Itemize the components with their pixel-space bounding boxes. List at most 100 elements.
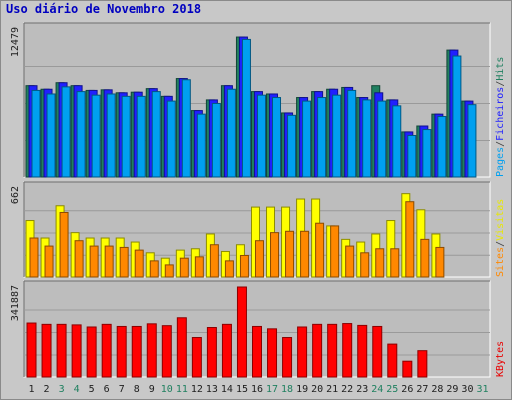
- bar-sites-day-13: [209, 244, 219, 278]
- x-tick-label: 25: [386, 384, 398, 395]
- legend-entry: Hits: [495, 57, 506, 81]
- bar-kbytes-day-1: [26, 322, 37, 378]
- bar-sites-day-20: [315, 222, 325, 278]
- bar-pages-day-13: [211, 102, 221, 178]
- x-tick-label: 18: [281, 384, 293, 395]
- bar-kbytes-day-26: [402, 360, 413, 378]
- bar-pages-day-5: [91, 94, 101, 178]
- bar-kbytes-day-11: [176, 317, 187, 378]
- bar-pages-day-20: [317, 97, 327, 178]
- bar-sites-day-8: [134, 249, 144, 278]
- panel-mid: 662 Sites/Visitas: [10, 181, 506, 278]
- bar-kbytes-day-15: [236, 286, 247, 378]
- y-max-label: 341887: [10, 285, 21, 321]
- x-tick-label: 15: [236, 384, 248, 395]
- x-tick-label: 12: [191, 384, 203, 395]
- bar-kbytes-day-25: [387, 343, 398, 378]
- bar-sites-day-12: [194, 256, 204, 278]
- bar-sites-day-19: [300, 230, 310, 278]
- x-tick-label: 23: [356, 384, 368, 395]
- y-max-label: 12479: [10, 27, 21, 57]
- bar-kbytes-day-20: [312, 323, 323, 378]
- bar-kbytes-day-23: [357, 324, 368, 378]
- legend-entry: Pages: [495, 147, 506, 177]
- legend-entry: Sites: [495, 247, 506, 277]
- bar-pages-day-15: [241, 38, 251, 178]
- bar-kbytes-day-16: [252, 325, 262, 378]
- bar-sites-day-4: [74, 240, 84, 278]
- bar-sites-day-18: [285, 230, 295, 278]
- bar-kbytes-day-18: [282, 337, 293, 378]
- bar-pages-day-17: [272, 97, 282, 178]
- bar-sites-day-22: [345, 245, 355, 278]
- x-tick-label: 5: [89, 384, 95, 395]
- bar-sites-day-14: [224, 260, 234, 278]
- bar-kbytes-day-13: [206, 327, 217, 378]
- bar-pages-day-1: [31, 89, 41, 178]
- legend-entry: /: [495, 81, 506, 87]
- bar-pages-day-2: [46, 93, 56, 178]
- bar-kbytes-day-12: [191, 337, 202, 378]
- bar-sites-day-2: [44, 245, 54, 278]
- bar-sites-day-24: [375, 248, 385, 278]
- legend-entry: Visitas: [495, 199, 506, 241]
- legend-entry: KBytes: [495, 341, 506, 377]
- bar-kbytes-day-14: [221, 323, 232, 378]
- bar-sites-day-9: [149, 260, 159, 278]
- chart-title: Uso diário de Novembro 2018: [6, 2, 202, 16]
- x-tick-label: 29: [446, 384, 458, 395]
- x-tick-label: 6: [104, 384, 110, 395]
- bar-pages-day-21: [332, 94, 342, 178]
- bar-pages-day-8: [136, 95, 146, 178]
- bar-sites-day-27: [420, 238, 430, 278]
- bar-pages-day-16: [256, 94, 266, 178]
- bar-pages-day-14: [226, 88, 236, 178]
- bar-sites-day-5: [89, 245, 99, 278]
- bar-sites-day-16: [254, 240, 264, 278]
- x-tick-label: 14: [221, 384, 233, 395]
- x-tick-label: 3: [59, 384, 65, 395]
- x-tick-label: 20: [311, 384, 323, 395]
- legend: Pages/Ficheiros/Hits: [495, 57, 506, 177]
- bar-kbytes-day-3: [56, 323, 67, 378]
- bar-kbytes-day-21: [327, 323, 338, 378]
- bar-sites-day-25: [390, 248, 400, 278]
- bar-sites-day-28: [435, 246, 445, 278]
- bar-kbytes-day-7: [116, 325, 127, 378]
- x-tick-label: 1: [29, 384, 35, 395]
- bar-sites-day-15: [239, 254, 249, 278]
- bar-pages-day-9: [151, 91, 161, 178]
- x-tick-label: 26: [401, 384, 413, 395]
- bar-sites-day-7: [119, 246, 129, 278]
- bar-sites-day-1: [29, 237, 39, 278]
- bar-kbytes-day-5: [86, 326, 97, 378]
- bar-pages-day-24: [377, 100, 387, 178]
- x-tick-label: 4: [74, 384, 80, 395]
- bar-pages-day-25: [392, 105, 402, 178]
- bar-pages-day-19: [302, 100, 312, 178]
- bar-pages-day-28: [437, 116, 447, 178]
- bar-pages-day-30: [467, 104, 477, 178]
- bar-kbytes-day-9: [146, 323, 157, 378]
- bar-kbytes-day-10: [161, 325, 172, 378]
- bar-pages-day-3: [61, 86, 71, 178]
- bar-kbytes-day-2: [41, 323, 52, 378]
- x-tick-label: 17: [266, 384, 278, 395]
- bar-kbytes-day-19: [297, 326, 308, 378]
- legend: KBytes: [495, 341, 506, 377]
- bar-pages-day-4: [76, 91, 86, 178]
- bar-kbytes-day-22: [342, 323, 353, 378]
- bar-sites-day-10: [164, 264, 174, 278]
- x-tick-label: 28: [431, 384, 443, 395]
- bar-sites-day-21: [330, 225, 340, 278]
- x-tick-label: 31: [476, 384, 488, 395]
- x-tick-label: 10: [161, 384, 173, 395]
- x-tick-label: 9: [149, 384, 155, 395]
- bar-sites-day-6: [104, 245, 114, 278]
- x-tick-label: 19: [296, 384, 308, 395]
- bar-kbytes-day-27: [417, 350, 428, 378]
- bar-kbytes-day-4: [71, 324, 82, 378]
- bar-pages-day-29: [452, 55, 462, 178]
